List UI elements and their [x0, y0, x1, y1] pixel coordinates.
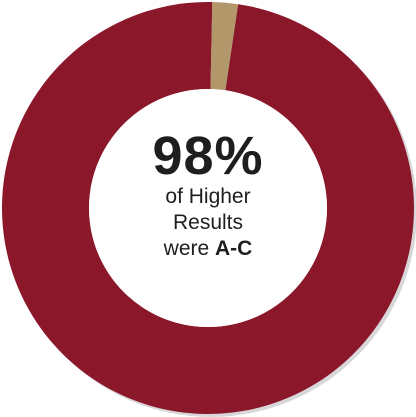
donut-slice-1 [210, 2, 239, 91]
center-value: 98 [152, 126, 215, 186]
center-percentage: 98% [108, 128, 308, 184]
caption-line-1: of Higher [165, 185, 251, 208]
caption-line-3-prefix: were [163, 237, 216, 260]
caption-line-3-grade: A-C [215, 237, 253, 260]
center-label: 98% of Higher Results were A-C [108, 128, 308, 262]
caption-line-3: were A-C [108, 236, 308, 262]
caption-line-2: Results [172, 211, 244, 234]
center-unit: % [214, 126, 264, 186]
donut-hole [89, 89, 327, 327]
